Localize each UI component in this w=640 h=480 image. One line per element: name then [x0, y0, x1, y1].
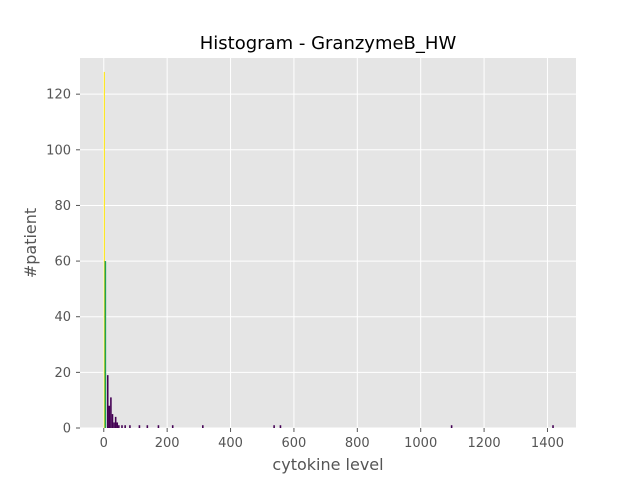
histogram-bar [104, 261, 107, 428]
x-axis-ticks: 0 200 400 600 800 1000 1200 1400 [100, 428, 564, 451]
x-tick-label: 800 [345, 436, 370, 451]
grid-lines [80, 58, 576, 429]
y-tick-label: 0 [63, 422, 71, 437]
plot-area [80, 58, 576, 428]
x-tick-label: 400 [218, 436, 243, 451]
y-axis-ticks: 0 20 40 60 80 100 120 [46, 88, 80, 437]
histogram-bar [273, 425, 275, 428]
histogram-bar [116, 422, 119, 428]
histogram-bar [114, 416, 117, 428]
x-tick-label: 1200 [468, 436, 501, 451]
y-tick-label: 120 [46, 88, 71, 103]
x-tick-label: 600 [282, 436, 307, 451]
histogram-bar [103, 71, 105, 428]
histogram-bar [129, 425, 131, 428]
histogram-bar [108, 405, 111, 428]
histogram-bar [450, 425, 453, 428]
histogram-bar [113, 422, 115, 428]
histogram-bar [124, 425, 126, 428]
histogram-bar [106, 375, 109, 428]
x-axis-label: cytokine level [272, 455, 383, 474]
histogram-bar [138, 425, 141, 428]
x-tick-label: 1400 [531, 436, 564, 451]
y-tick-label: 80 [54, 199, 71, 214]
x-tick-label: 1000 [404, 436, 437, 451]
histogram-bar [171, 425, 174, 428]
histogram-bars [103, 71, 554, 428]
y-tick-label: 20 [54, 366, 71, 381]
y-tick-label: 40 [54, 310, 71, 325]
chart-title: Histogram - GranzymeB_HW [200, 33, 457, 54]
histogram-bar [121, 425, 123, 428]
y-tick-label: 100 [46, 143, 71, 158]
y-tick-label: 60 [54, 255, 71, 270]
histogram-bar [279, 425, 282, 428]
histogram-bar [202, 425, 204, 428]
histogram-bar [552, 425, 554, 428]
histogram-bar [111, 414, 114, 428]
histogram-bar [118, 425, 120, 428]
histogram-bar [110, 397, 112, 428]
histogram-bar [157, 425, 160, 428]
y-axis-label: #patient [21, 208, 40, 278]
histogram-bar [146, 425, 149, 428]
x-tick-label: 0 [100, 436, 108, 451]
x-tick-label: 200 [155, 436, 180, 451]
